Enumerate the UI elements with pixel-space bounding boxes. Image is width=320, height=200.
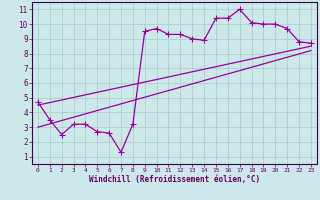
X-axis label: Windchill (Refroidissement éolien,°C): Windchill (Refroidissement éolien,°C): [89, 175, 260, 184]
